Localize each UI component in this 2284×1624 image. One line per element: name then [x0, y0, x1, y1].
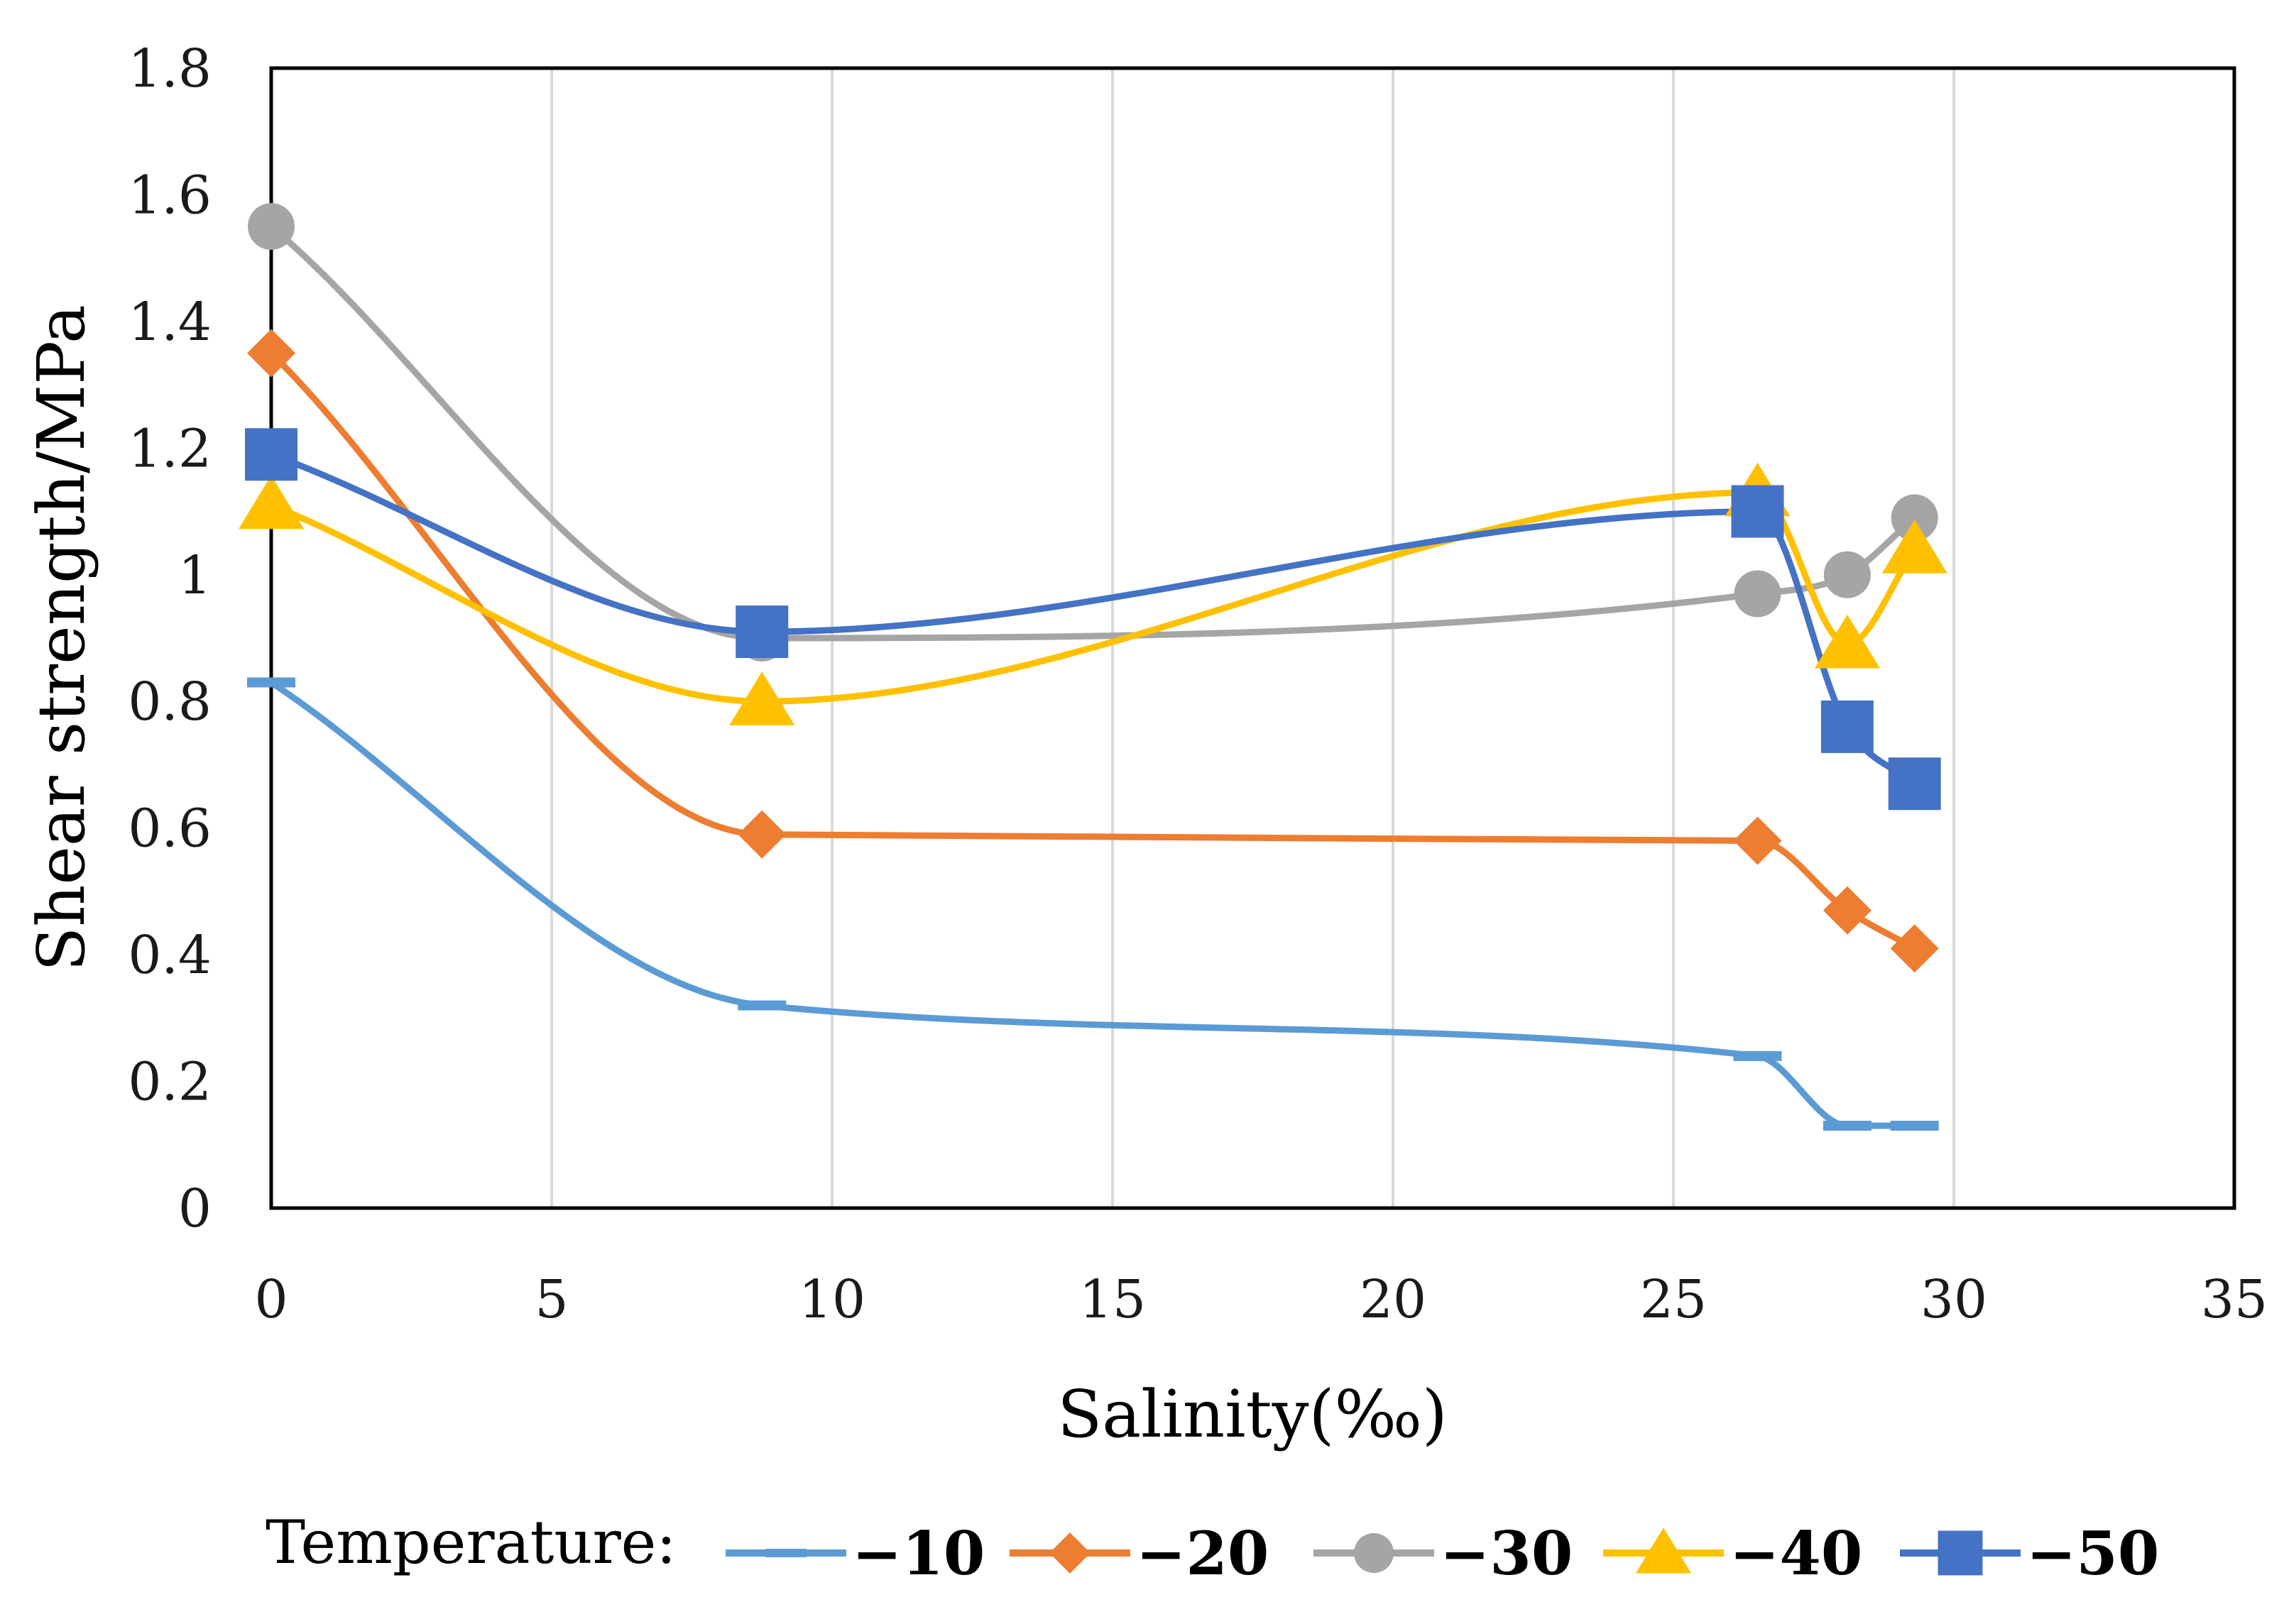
legend-label: −30 [1440, 1518, 1573, 1589]
series-markers [239, 203, 1947, 1131]
data-point [1823, 551, 1871, 598]
x-axis-title: Salinity(‰) [1057, 1376, 1448, 1452]
data-point [245, 428, 297, 481]
legend-swatch-marker [1635, 1527, 1692, 1574]
y-tick-label: 0 [178, 1178, 212, 1239]
legend-swatch-marker [1049, 1532, 1091, 1574]
x-tick-label: 35 [2201, 1269, 2268, 1330]
legend-item: −50 [1900, 1518, 2159, 1589]
legend-item: −30 [1313, 1518, 1573, 1589]
y-tick-label: 0.6 [128, 799, 212, 860]
data-point [239, 475, 304, 530]
y-tick-label: 0.4 [128, 925, 212, 986]
data-point [736, 605, 789, 659]
legend-label: −40 [1730, 1518, 1862, 1589]
data-point [738, 810, 787, 859]
data-point [729, 671, 795, 725]
data-point [1823, 1121, 1872, 1131]
data-point [247, 329, 295, 378]
series-line-1 [268, 350, 1918, 952]
x-tick-label: 25 [1640, 1269, 1707, 1330]
data-point [1733, 1050, 1782, 1061]
y-tick-label: 1.8 [128, 38, 212, 99]
y-tick-label: 1.2 [128, 418, 212, 479]
data-point [738, 1000, 787, 1011]
data-point [1820, 700, 1874, 753]
x-tick-labels: 0 5 10 15 20 25 30 35 [254, 1269, 2268, 1330]
legend-swatch-marker [1938, 1530, 1983, 1576]
y-tick-label: 1 [178, 545, 212, 606]
data-point [1731, 485, 1784, 538]
data-point [248, 203, 295, 251]
legend-item: −10 [726, 1518, 985, 1589]
data-point [1881, 520, 1947, 574]
y-tick-label: 0.8 [128, 671, 212, 733]
y-tick-label: 1.4 [128, 292, 212, 353]
x-tick-label: 15 [1079, 1269, 1146, 1330]
y-tick-label: 0.2 [128, 1052, 212, 1113]
legend-swatch-marker [765, 1549, 807, 1557]
series-lines [268, 223, 1918, 1129]
series-line-0 [268, 679, 1918, 1129]
data-point [1888, 757, 1941, 811]
data-point [1823, 886, 1872, 935]
data-point [1734, 570, 1781, 618]
y-tick-labels: 0 0.2 0.4 0.6 0.8 1 1.2 1.4 1.6 1.8 [128, 38, 212, 1239]
legend-item: −40 [1603, 1518, 1862, 1589]
data-point [1733, 816, 1782, 865]
data-point [1891, 494, 1938, 542]
legend-item: −20 [1010, 1518, 1269, 1589]
y-tick-label: 1.6 [128, 165, 212, 226]
series-line-3 [268, 489, 1918, 705]
x-tick-label: 5 [535, 1269, 568, 1330]
x-tick-label: 30 [1920, 1269, 1987, 1330]
y-axis-title: Shear strength/MPa [23, 304, 99, 972]
series-line-2 [268, 223, 1918, 642]
data-point [1814, 614, 1880, 669]
legend-label: −20 [1136, 1518, 1269, 1589]
data-point [1890, 924, 1939, 973]
legend: Temperature: −10 −20 −30 −40 −50 [266, 1508, 2159, 1589]
x-tick-label: 0 [254, 1269, 288, 1330]
x-tick-label: 10 [799, 1269, 865, 1330]
legend-swatch-marker [1353, 1532, 1394, 1574]
series-line-4 [268, 451, 1918, 787]
data-point [1890, 1121, 1939, 1131]
plot-area-frame [269, 66, 2236, 1210]
data-point [247, 677, 295, 688]
legend-title: Temperature: [266, 1508, 677, 1577]
legend-label: −50 [2026, 1518, 2159, 1589]
legend-label: −10 [852, 1518, 985, 1589]
x-tick-label: 20 [1360, 1269, 1426, 1330]
